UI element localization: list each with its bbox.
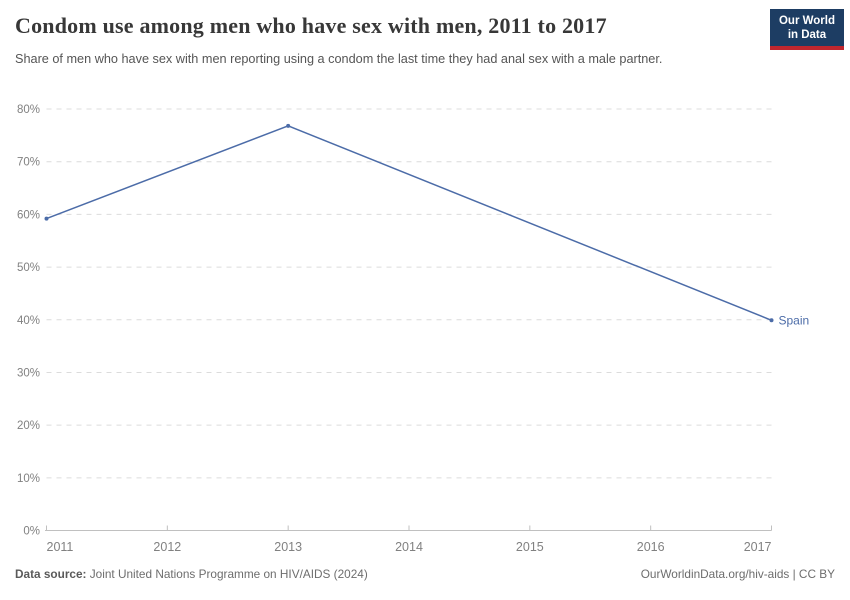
x-axis-tick-label: 2017 (744, 540, 772, 554)
data-source: Data source: Joint United Nations Progra… (15, 567, 368, 581)
x-axis-tick-label: 2011 (47, 540, 74, 554)
chart-footer: Data source: Joint United Nations Progra… (15, 567, 835, 581)
y-axis-tick-label: 10% (17, 473, 40, 485)
y-axis-tick-label: 70% (17, 157, 40, 169)
data-point-marker[interactable] (769, 318, 774, 323)
x-axis-tick-label: 2013 (274, 540, 302, 554)
y-axis-tick-label: 30% (17, 367, 40, 379)
series-end-label-spain[interactable]: Spain (779, 313, 810, 327)
y-axis-tick-label: 60% (17, 209, 40, 221)
owid-credit-link[interactable]: OurWorldinData.org/hiv-aids | CC BY (640, 567, 835, 581)
y-axis-tick-label: 50% (17, 262, 40, 274)
y-axis-tick-label: 20% (17, 420, 40, 432)
y-axis-tick-label: 80% (17, 104, 40, 116)
series-line-spain[interactable] (46, 125, 772, 321)
data-point-marker[interactable] (286, 123, 291, 128)
y-axis-tick-label: 0% (23, 526, 40, 538)
chart-title: Condom use among men who have sex with m… (15, 13, 607, 38)
owid-logo-line1: Our World (778, 15, 835, 27)
data-point-marker[interactable] (44, 216, 49, 221)
chart-subtitle: Share of men who have sex with men repor… (15, 52, 663, 66)
x-axis-tick-label: 2016 (637, 540, 665, 554)
data-source-label: Data source: (15, 567, 87, 581)
x-axis-tick-label: 2012 (153, 540, 181, 554)
x-axis-tick-label: 2014 (395, 540, 423, 554)
y-axis-tick-label: 40% (17, 315, 40, 327)
x-axis-tick-label: 2015 (516, 540, 544, 554)
data-source-text: Joint United Nations Programme on HIV/AI… (89, 567, 368, 581)
owid-logo-line2: in Data (787, 29, 827, 41)
owid-logo[interactable]: Our World in Data (769, 9, 844, 50)
